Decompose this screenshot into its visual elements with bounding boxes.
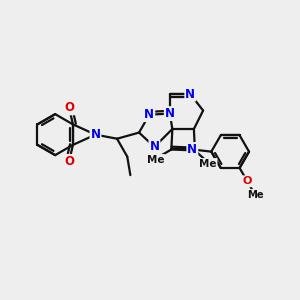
Text: Me: Me bbox=[200, 159, 217, 169]
Text: N: N bbox=[91, 128, 100, 141]
Text: N: N bbox=[149, 140, 159, 153]
Text: O: O bbox=[64, 155, 74, 168]
Text: Me: Me bbox=[247, 190, 263, 200]
Text: Me: Me bbox=[147, 154, 165, 165]
Text: O: O bbox=[243, 176, 252, 186]
Text: N: N bbox=[185, 88, 195, 100]
Text: N: N bbox=[187, 143, 197, 156]
Text: N: N bbox=[165, 107, 175, 120]
Text: O: O bbox=[64, 101, 74, 114]
Text: N: N bbox=[144, 108, 154, 121]
